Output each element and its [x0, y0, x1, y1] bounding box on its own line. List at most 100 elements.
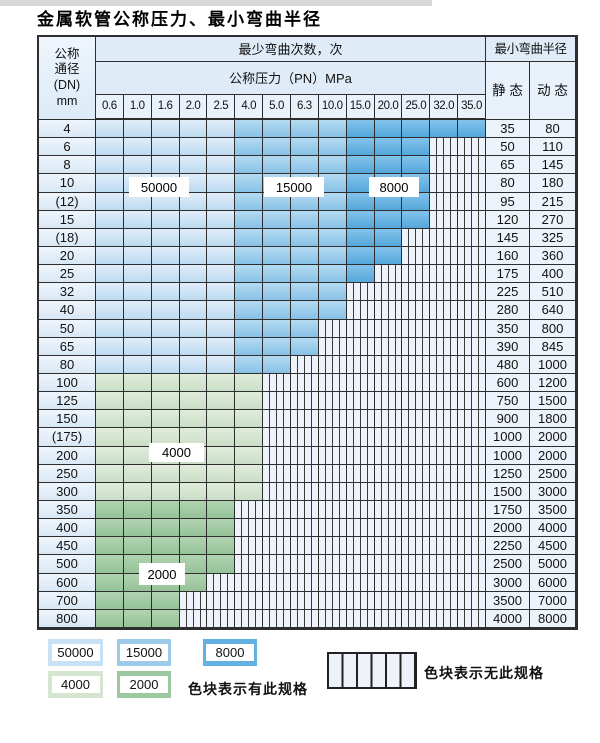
no-spec-cell — [374, 392, 403, 411]
cycle-cell — [430, 120, 459, 139]
legend-swatch-15000: 15000 — [117, 639, 171, 666]
no-spec-cell — [458, 555, 486, 574]
cycle-cell — [263, 120, 291, 139]
no-spec-cell — [374, 500, 403, 520]
cycle-cell — [123, 246, 152, 266]
cycle-cell — [151, 464, 180, 483]
no-spec-cell — [318, 482, 347, 501]
cycle-cell — [346, 156, 375, 175]
static-radius-cell: 750 — [486, 392, 530, 411]
cycle-cell — [96, 319, 124, 338]
no-spec-cell — [458, 392, 486, 411]
no-spec-cell — [318, 609, 347, 628]
cycle-cell — [346, 228, 375, 247]
dynamic-radius-cell: 110 — [530, 138, 576, 157]
no-spec-cell — [291, 446, 319, 465]
dn-cell: 350 — [39, 500, 96, 520]
no-spec-cell — [346, 410, 375, 429]
cycle-cell — [263, 337, 291, 356]
dynamic-radius-cell: 360 — [530, 246, 576, 266]
no-spec-cell — [458, 174, 486, 193]
legend-has-spec-label: 色块表示有此规格 — [188, 681, 308, 697]
no-spec-cell — [263, 410, 291, 429]
header-static: 静 态 — [486, 62, 530, 120]
static-radius-cell: 390 — [486, 337, 530, 356]
dynamic-radius-cell: 4000 — [530, 519, 576, 538]
cycle-cell — [207, 265, 236, 284]
no-spec-cell — [346, 446, 375, 465]
cycle-cell — [96, 138, 124, 157]
no-spec-cell — [235, 500, 264, 520]
no-spec-cell — [430, 228, 459, 247]
cycle-cell — [235, 265, 264, 284]
cycle-cell — [151, 192, 180, 211]
cycle-cell — [207, 120, 236, 139]
cycle-cell — [96, 192, 124, 211]
no-spec-cell — [346, 373, 375, 393]
cycle-cell — [263, 138, 291, 157]
cycle-cell — [235, 283, 264, 302]
no-spec-cell — [291, 609, 319, 628]
dynamic-radius-cell: 800 — [530, 319, 576, 338]
header-min-bend-radius: 最小弯曲半径 — [486, 37, 576, 62]
cycle-cell — [96, 355, 124, 374]
no-spec-cell — [430, 555, 459, 574]
no-spec-cell — [263, 591, 291, 610]
dn-cell: 250 — [39, 464, 96, 483]
no-spec-cell — [430, 392, 459, 411]
no-spec-cell — [318, 355, 347, 374]
cycle-cell — [151, 301, 180, 320]
cycle-cell — [96, 120, 124, 139]
no-spec-cell — [402, 283, 431, 302]
cycle-cell — [179, 210, 208, 229]
no-spec-cell — [346, 482, 375, 501]
no-spec-cell — [235, 573, 264, 592]
no-spec-cell — [374, 446, 403, 465]
cycle-cell — [179, 246, 208, 266]
header-dn: 公称 通径 (DN) mm — [39, 37, 96, 120]
no-spec-cell — [346, 591, 375, 610]
cycle-cell — [263, 228, 291, 247]
pressure-header-10.0: 10.0 — [318, 95, 347, 120]
cycle-cell — [207, 555, 236, 574]
cycle-cell — [179, 228, 208, 247]
no-spec-cell — [458, 446, 486, 465]
cycle-cell — [179, 573, 208, 592]
dn-cell: 40 — [39, 301, 96, 320]
no-spec-cell — [346, 555, 375, 574]
no-spec-cell — [458, 192, 486, 211]
no-spec-cell — [430, 337, 459, 356]
no-spec-cell — [430, 482, 459, 501]
dn-cell: 300 — [39, 482, 96, 501]
cycle-cell — [123, 500, 152, 520]
zone-label-2000: 2000 — [139, 563, 185, 585]
no-spec-cell — [207, 573, 236, 592]
no-spec-cell — [458, 319, 486, 338]
pressure-header-5.0: 5.0 — [263, 95, 291, 120]
cycle-cell — [207, 428, 236, 447]
no-spec-cell — [458, 210, 486, 229]
no-spec-cell — [430, 301, 459, 320]
cycle-cell — [235, 120, 264, 139]
cycle-cell — [123, 519, 152, 538]
no-spec-cell — [402, 301, 431, 320]
no-spec-cell — [458, 283, 486, 302]
cycle-cell — [235, 482, 264, 501]
cycle-cell — [151, 500, 180, 520]
no-spec-cell — [458, 482, 486, 501]
dynamic-radius-cell: 4500 — [530, 537, 576, 556]
dn-cell: 200 — [39, 446, 96, 465]
pressure-header-35.0: 35.0 — [458, 95, 486, 120]
cycle-cell — [318, 246, 347, 266]
no-spec-cell — [374, 319, 403, 338]
cycle-cell — [179, 482, 208, 501]
dn-cell: (12) — [39, 192, 96, 211]
cycle-cell — [291, 301, 319, 320]
no-spec-cell — [374, 373, 403, 393]
dynamic-radius-cell: 3000 — [530, 482, 576, 501]
cycle-cell — [123, 337, 152, 356]
cycle-cell — [346, 120, 375, 139]
cycle-cell — [458, 120, 486, 139]
no-spec-cell — [402, 446, 431, 465]
no-spec-cell — [402, 410, 431, 429]
